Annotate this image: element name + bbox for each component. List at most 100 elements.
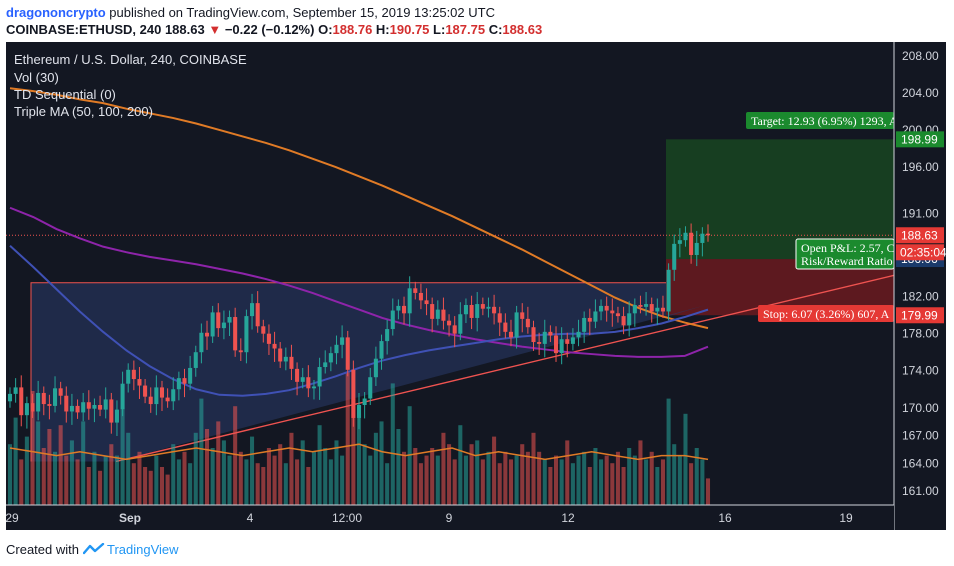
ma100-line — [9, 206, 709, 358]
candle-body — [154, 387, 159, 405]
candle-body — [266, 333, 271, 344]
candle-body — [548, 331, 553, 336]
candle-body — [7, 393, 13, 402]
stop-label: Stop: 6.07 (3.26%) 607, A — [763, 307, 890, 321]
volume-bar — [109, 444, 114, 505]
candle-body — [632, 304, 637, 314]
volume-bar — [435, 455, 440, 505]
price-chart[interactable]: Ethereum / U.S. Dollar, 240, COINBASE Vo… — [6, 42, 946, 530]
candle-body — [24, 403, 29, 416]
candle-body — [295, 368, 300, 382]
price-tag-bg — [896, 307, 944, 324]
tradingview-brand[interactable]: TradingView — [106, 541, 179, 557]
volume-bar — [210, 448, 215, 505]
volume-bar — [126, 432, 131, 505]
candle-body — [520, 312, 525, 319]
candle-body — [317, 367, 322, 387]
volume-bar — [13, 417, 18, 505]
candle-body — [306, 377, 311, 389]
candle-body — [41, 392, 46, 405]
volume-bar — [537, 451, 542, 505]
published-text: published on TradingView.com, September … — [109, 5, 495, 20]
candle-body — [362, 398, 367, 405]
time-axis[interactable]: 29 Sep 4 12:00 9 12 16 19 — [6, 504, 894, 530]
candle-body — [148, 396, 153, 405]
volume-bar — [694, 448, 699, 505]
candle-body — [537, 342, 542, 344]
legend: Ethereum / U.S. Dollar, 240, COINBASE Vo… — [14, 52, 247, 119]
candles — [7, 223, 711, 437]
volume-bar — [227, 455, 232, 505]
candle-body — [176, 378, 181, 390]
y-tick-label: 174.00 — [902, 364, 939, 378]
candle-body — [13, 387, 18, 394]
x-tick-label: 16 — [718, 511, 732, 525]
candle-body — [58, 388, 63, 396]
ma50-line — [9, 244, 709, 397]
legend-td: TD Sequential (0) — [14, 87, 116, 102]
high-label: H: — [375, 22, 390, 37]
candle-body — [81, 402, 86, 413]
candle-body — [672, 243, 677, 270]
volume-bar — [69, 440, 74, 505]
candle-body — [351, 369, 356, 418]
candle-body — [300, 377, 305, 382]
volume-bar — [24, 436, 29, 505]
volume-bar — [548, 467, 553, 505]
volume-bar — [486, 451, 491, 505]
candle-body — [480, 304, 485, 309]
candle-body — [120, 383, 125, 410]
pnl-label-2: Risk/Reward Ratio — [801, 254, 893, 268]
volume-bar — [402, 451, 407, 505]
candle-body — [565, 339, 570, 344]
candle-body — [508, 331, 514, 338]
legend-ma: Triple MA (50, 100, 200) — [14, 104, 153, 119]
target-label-bg — [746, 112, 894, 129]
volume-bar — [469, 444, 474, 505]
x-tick-label: 12 — [561, 511, 575, 525]
y-tick-label: 164.00 — [902, 456, 939, 470]
y-tick-label: 178.00 — [902, 327, 939, 341]
candle-body — [171, 389, 176, 402]
author-name[interactable]: dragononcrypto — [6, 5, 106, 20]
volume-bar — [64, 455, 69, 505]
volume-bar — [356, 413, 362, 505]
volume-bar — [627, 448, 632, 505]
candle-body — [514, 312, 519, 338]
volume-bar — [497, 463, 502, 505]
price-axis[interactable]: 208.00204.00200.00196.00191.00186.06182.… — [893, 42, 946, 530]
volume-bar — [649, 451, 654, 505]
volume-bar — [705, 478, 711, 505]
candle-body — [30, 403, 35, 412]
volume-bar — [362, 444, 367, 505]
volume-bar — [233, 406, 238, 505]
candle-body — [694, 242, 699, 255]
volume-bar — [396, 429, 401, 505]
volume-bar — [559, 459, 564, 505]
volume-bar — [266, 448, 271, 505]
volume-bar — [531, 432, 536, 505]
candle-body — [621, 316, 626, 326]
volume-bar — [41, 448, 46, 505]
candle-body — [233, 317, 238, 351]
countdown-bg — [896, 244, 944, 261]
candle-body — [311, 386, 316, 389]
candle-body — [486, 306, 491, 309]
candle-body — [64, 395, 69, 412]
y-tick-label: 191.00 — [902, 206, 939, 220]
candle-body — [458, 314, 463, 334]
volume-bar — [582, 451, 587, 505]
volume-bar — [492, 436, 497, 505]
countdown-label: 02:35:04 — [900, 245, 946, 259]
volume-bar — [351, 398, 356, 505]
candle-body — [289, 356, 294, 369]
change: −0.22 (−0.12%) — [224, 22, 315, 37]
volume-bar — [599, 459, 604, 505]
volume-bar — [148, 470, 153, 505]
created-with-text: Created with — [6, 541, 79, 557]
candle-body — [576, 331, 581, 338]
volume-bar — [204, 429, 210, 505]
volume-bar — [114, 455, 119, 505]
candle-body — [689, 232, 694, 255]
candle-body — [497, 313, 502, 323]
